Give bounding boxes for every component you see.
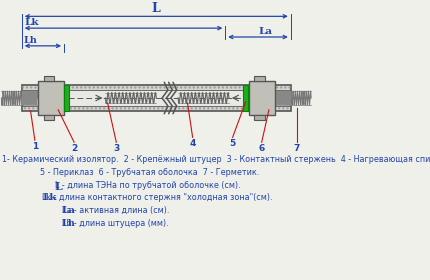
Bar [43, 76, 54, 81]
Text: Lk - длина контактного стержня "холодная зона"(см).: Lk - длина контактного стержня "холодная… [42, 193, 273, 202]
Text: 3: 3 [113, 144, 120, 153]
Bar [243, 85, 248, 111]
Text: Lk: Lk [42, 193, 57, 202]
Bar [249, 81, 275, 115]
Text: La: La [62, 206, 76, 215]
Text: 7: 7 [293, 144, 300, 153]
Text: Lh: Lh [23, 36, 37, 45]
Text: L: L [55, 181, 62, 192]
Text: 5 - Периклаз  6 - Трубчатая оболочка  7 - Герметик.: 5 - Периклаз 6 - Трубчатая оболочка 7 - … [40, 168, 259, 177]
Bar [22, 90, 291, 106]
Text: 6: 6 [258, 144, 265, 153]
Text: L: L [152, 2, 161, 15]
Text: Lh - длина штуцера (мм).: Lh - длина штуцера (мм). [62, 219, 169, 228]
Bar [22, 85, 291, 111]
Bar [64, 85, 69, 111]
Text: Lh: Lh [62, 219, 76, 228]
Text: 5: 5 [230, 139, 236, 148]
Text: Lk: Lk [25, 18, 39, 27]
Bar [22, 85, 291, 111]
Bar [43, 115, 54, 120]
Text: 1: 1 [32, 142, 38, 151]
Bar [255, 115, 264, 120]
Text: L - длина ТЭНа по трубчатой оболочке (см).: L - длина ТЭНа по трубчатой оболочке (см… [55, 181, 240, 190]
Text: 2: 2 [71, 144, 77, 153]
Text: La - активная длина (см).: La - активная длина (см). [62, 206, 169, 215]
Text: 1- Керамический изолятор.  2 - Крепёжный штуцер  3 - Контактный стержень  4 - На: 1- Керамический изолятор. 2 - Крепёжный … [2, 155, 430, 164]
Bar [255, 76, 264, 81]
Text: 4: 4 [190, 139, 196, 148]
Bar [38, 81, 64, 115]
Text: La: La [258, 27, 272, 36]
